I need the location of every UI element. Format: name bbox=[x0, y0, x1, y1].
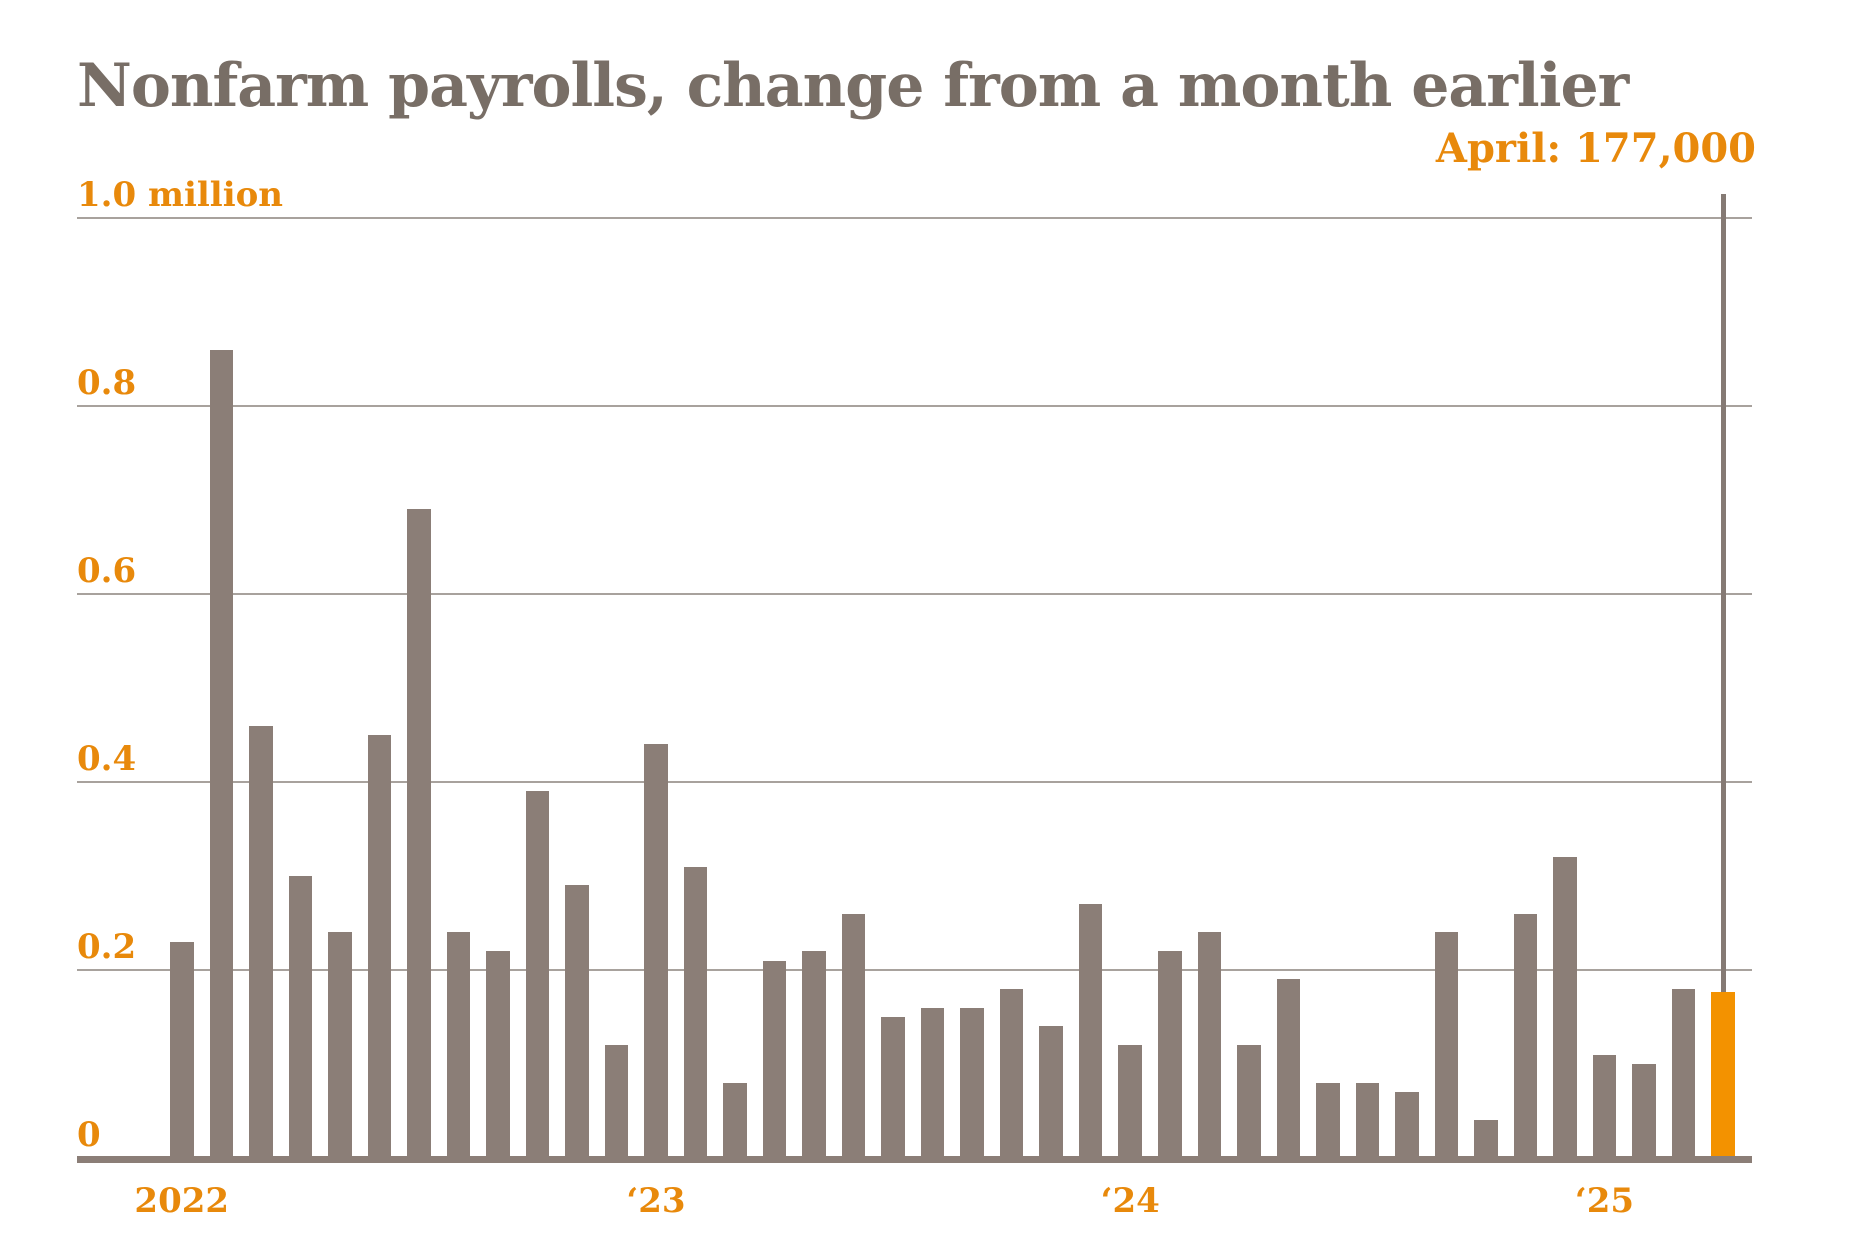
gridline-1 bbox=[77, 217, 1752, 219]
y-tick-label: 0 bbox=[77, 1115, 101, 1155]
bar-feb-2023 bbox=[683, 866, 708, 1158]
bar-jan-2025 bbox=[1592, 1054, 1617, 1158]
x-tick-label-24: ‘24 bbox=[1100, 1181, 1160, 1221]
bar-apr-2024 bbox=[1237, 1045, 1261, 1158]
bar-mar-2024 bbox=[1197, 932, 1222, 1158]
bar-dec-2022 bbox=[604, 1045, 629, 1158]
bar-jul-2023 bbox=[881, 1017, 905, 1158]
bar-oct-2022 bbox=[525, 791, 550, 1158]
bar-jan-2024 bbox=[1118, 1045, 1142, 1158]
x-tick-label-2022: 2022 bbox=[134, 1181, 230, 1221]
highlight-annotation-label: April: 177,000 bbox=[1435, 125, 1756, 172]
bar-aug-2023 bbox=[920, 1007, 945, 1158]
bar-oct-2024 bbox=[1474, 1120, 1498, 1158]
bar-sep-2023 bbox=[960, 1007, 984, 1158]
y-tick-label: 0.4 bbox=[77, 739, 137, 779]
x-tick-label-23: ‘23 bbox=[626, 1181, 686, 1221]
bar-jun-2022 bbox=[367, 735, 392, 1158]
bar-may-2023 bbox=[802, 951, 826, 1158]
bar-mar-2023 bbox=[723, 1082, 747, 1158]
x-axis-baseline bbox=[77, 1156, 1752, 1163]
y-tick-label: 1.0 million bbox=[77, 175, 284, 215]
annotation-callout-line bbox=[1720, 194, 1726, 992]
bar-apr-2022 bbox=[288, 876, 313, 1158]
bar-feb-2025 bbox=[1632, 1064, 1656, 1158]
bar-mar-2025 bbox=[1671, 988, 1696, 1158]
bar-jan-2022 bbox=[170, 941, 194, 1158]
y-tick-label: 0.2 bbox=[77, 927, 137, 967]
bar-may-2022 bbox=[328, 932, 352, 1158]
bar-sep-2022 bbox=[486, 951, 510, 1158]
bar-jan-2023 bbox=[644, 744, 668, 1158]
bar-sep-2024 bbox=[1434, 932, 1459, 1158]
bar-feb-2022 bbox=[209, 349, 234, 1158]
y-tick-label: 0.6 bbox=[77, 551, 137, 591]
gridline-0.2 bbox=[77, 969, 1752, 971]
bar-dec-2023 bbox=[1078, 904, 1103, 1158]
bar-jul-2022 bbox=[407, 509, 431, 1158]
bar-jul-2024 bbox=[1355, 1082, 1380, 1158]
bar-jun-2024 bbox=[1316, 1082, 1340, 1158]
bar-mar-2022 bbox=[249, 725, 273, 1158]
bar-nov-2023 bbox=[1039, 1026, 1063, 1158]
bar-feb-2024 bbox=[1158, 951, 1182, 1158]
y-tick-label: 0.8 bbox=[77, 363, 137, 403]
gridline-0.8 bbox=[77, 405, 1752, 407]
gridline-0.4 bbox=[77, 781, 1752, 783]
x-tick-label-25: ‘25 bbox=[1574, 1181, 1635, 1221]
bar-jun-2023 bbox=[841, 913, 866, 1158]
gridline-0.6 bbox=[77, 593, 1752, 595]
bar-apr-2025 bbox=[1711, 991, 1735, 1158]
bar-nov-2024 bbox=[1513, 913, 1538, 1158]
bar-nov-2022 bbox=[565, 885, 589, 1158]
bar-dec-2024 bbox=[1553, 857, 1577, 1158]
bar-aug-2024 bbox=[1395, 1092, 1419, 1158]
bar-oct-2023 bbox=[999, 988, 1024, 1158]
bar-apr-2023 bbox=[762, 960, 787, 1158]
bar-may-2024 bbox=[1276, 979, 1301, 1158]
bar-aug-2022 bbox=[446, 932, 471, 1158]
chart-title: Nonfarm payrolls, change from a month ea… bbox=[77, 51, 1629, 121]
